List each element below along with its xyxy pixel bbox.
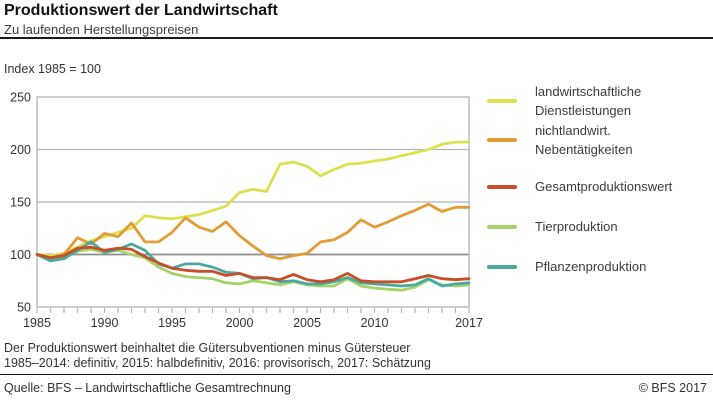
legend-label: nichtlandwirt. Nebentätigkeiten bbox=[535, 123, 633, 157]
legend-swatch-tierproduktion bbox=[487, 224, 517, 229]
svg-text:1985: 1985 bbox=[23, 316, 51, 330]
index-note: Index 1985 = 100 bbox=[4, 62, 101, 76]
footnote-definition: Der Produktionswert beinhaltet die Güter… bbox=[4, 341, 411, 355]
legend-swatch-nebentaetigkeiten bbox=[487, 138, 517, 142]
header-divider bbox=[0, 37, 713, 39]
svg-text:150: 150 bbox=[10, 196, 31, 210]
svg-text:1995: 1995 bbox=[158, 316, 186, 330]
legend-item-nebentaetigkeiten: nichtlandwirt. Nebentätigkeiten bbox=[480, 121, 633, 159]
legend-swatch-pflanzenproduktion bbox=[487, 264, 517, 269]
legend-item-gesamtproduktionswert: Gesamtproduktionswert bbox=[480, 177, 672, 196]
svg-text:2010: 2010 bbox=[361, 316, 389, 330]
legend-label: Gesamtproduktionswert bbox=[535, 179, 673, 194]
svg-text:50: 50 bbox=[17, 301, 31, 315]
svg-text:200: 200 bbox=[10, 143, 31, 157]
svg-text:250: 250 bbox=[10, 91, 31, 105]
page-title: Produktionswert der Landwirtschaft bbox=[4, 2, 278, 19]
legend-label: Pflanzenproduktion bbox=[535, 259, 647, 274]
legend-item-pflanzenproduktion: Pflanzenproduktion bbox=[480, 257, 646, 276]
legend-item-dienstleistungen: landwirtschaftliche Dienstleistungen bbox=[480, 82, 641, 120]
chart-legend: landwirtschaftliche Dienstleistungen nich… bbox=[480, 0, 713, 300]
copyright-text: © BFS 2017 bbox=[638, 381, 707, 395]
legend-item-tierproduktion: Tierproduktion bbox=[480, 217, 618, 236]
legend-swatch-dienstleistungen bbox=[487, 99, 517, 103]
source-text: Quelle: BFS – Landwirtschaftliche Gesamt… bbox=[4, 381, 291, 395]
svg-text:2000: 2000 bbox=[226, 316, 254, 330]
legend-label: Tierproduktion bbox=[535, 219, 618, 234]
svg-text:100: 100 bbox=[10, 248, 31, 262]
line-chart: 50 100 150 200 250 1985 1990 1995 2000 2005 2010 20… bbox=[0, 84, 492, 346]
svg-text:2005: 2005 bbox=[293, 316, 321, 330]
footer-divider bbox=[0, 374, 713, 375]
legend-swatch-gesamtproduktionswert bbox=[487, 184, 517, 189]
page-subtitle: Zu laufenden Herstellungspreisen bbox=[4, 22, 199, 37]
svg-text:2017: 2017 bbox=[455, 316, 483, 330]
chart-canvas: 50 100 150 200 250 1985 1990 1995 2000 2005 2010 20… bbox=[10, 91, 483, 331]
legend-label: landwirtschaftliche Dienstleistungen bbox=[535, 84, 642, 118]
svg-text:1990: 1990 bbox=[91, 316, 119, 330]
footnote-status: 1985–2014: definitiv, 2015: halbdefiniti… bbox=[4, 356, 431, 370]
